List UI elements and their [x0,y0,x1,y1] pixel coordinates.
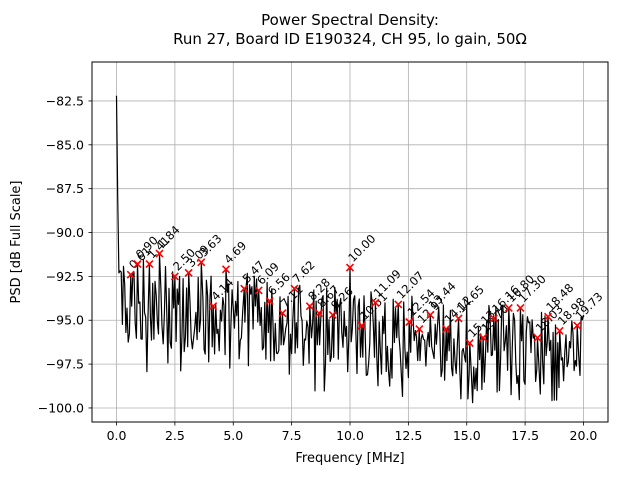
peak-marker [479,333,488,342]
peak-marker [305,302,314,311]
y-axis-label: PSD [dB Full Scale] [9,180,24,303]
peak-marker [314,309,324,318]
peak-marker [465,338,474,348]
peak-marker [504,303,513,313]
peak-marker [290,284,299,293]
peak-marker [221,265,231,274]
peak-marker [240,284,249,293]
x-tick-label: 10.0 [336,428,364,443]
peak-marker [265,296,274,306]
peak-marker [489,314,498,323]
chart-title-line2: Run 27, Board ID E190324, CH 95, lo gain… [173,30,527,48]
peak-marker [573,321,582,330]
y-tick-label: −90.0 [46,225,84,240]
peak-marker [516,303,525,313]
peak-marker [426,310,435,320]
peak-marker [454,314,463,323]
x-tick-label: 15.0 [453,428,481,443]
peak-marker [197,258,206,267]
peak-marker [371,298,380,307]
peak-marker [442,324,451,334]
y-tick-label: −85.0 [46,137,84,152]
x-tick-label: 12.5 [394,428,422,443]
peak-marker [328,310,337,320]
y-tick-label: −97.5 [46,357,84,372]
data-layer: 0.610.901.411.842.503.093.634.144.695.47… [115,95,606,404]
peak-marker [155,249,164,258]
peak-marker [254,286,263,295]
peak-annotation: 7.62 [290,258,318,286]
peak-marker [145,260,154,269]
peak-marker [133,260,142,269]
x-tick-label: 17.5 [511,428,539,443]
y-tick-label: −82.5 [46,93,84,108]
peak-marker [415,324,424,334]
axes-layer: 0.0 2.5 5.0 7.5 10.0 12.5 15.0 17.5 20.0 −82.5 −85… [38,61,609,443]
x-tick-label: 0.0 [107,428,127,443]
peak-marker [209,302,218,311]
x-tick-label: 5.0 [223,428,243,443]
peak-marker [394,300,403,309]
y-tick-label: −95.0 [46,313,84,328]
peak-marker [345,263,355,272]
peak-marker [357,321,366,330]
y-tick-label: −100.0 [38,400,84,415]
x-tick-label: 2.5 [165,428,185,443]
peak-marker [126,270,135,279]
chart-title-line1: Power Spectral Density: [261,11,439,29]
peak-annotation: 4.69 [221,238,249,266]
peak-marker [278,309,287,318]
peak-marker [555,326,564,335]
y-tick-label: −92.5 [46,269,84,284]
x-tick-label: 20.0 [570,428,598,443]
x-axis-label: Frequency [MHz] [295,451,404,466]
x-tick-label: 7.5 [282,428,302,443]
peak-marker [543,312,553,321]
peak-marker [184,268,193,277]
peak-marker [170,272,179,281]
peak-marker [405,317,414,327]
y-tick-label: −87.5 [46,181,84,196]
peak-marker [533,333,542,342]
